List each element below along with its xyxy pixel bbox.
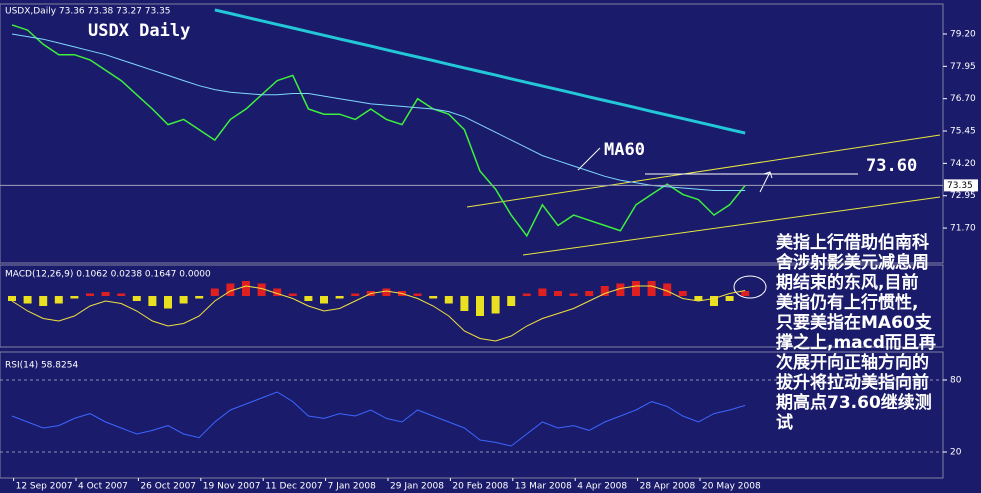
x-tick-label: 19 Nov 2007 [203,482,261,492]
macd-bar [616,283,625,296]
ma60-pointer [577,147,601,171]
y-tick-label: 72.95 [950,191,976,201]
note-line: 舍涉射影美元减息周 [776,252,929,273]
series-line [11,24,746,238]
macd-bar [585,291,594,296]
macd-bar [491,296,500,314]
macd-bar [304,296,313,301]
macd-bar [242,281,250,296]
note-line: 期结束的东风,目前 [776,272,918,293]
macd-bar [226,283,235,296]
y-tick-label: 74.20 [950,159,976,169]
macd-bar [70,296,79,299]
y-tick-label: 76.70 [950,94,976,104]
series-line [11,391,746,447]
x-tick-label: 11 Dec 2007 [265,482,323,492]
macd-panel [0,264,944,348]
macd-bar [179,296,188,304]
x-tick-label: 20 May 2008 [702,482,761,492]
y-tick-label: 71.70 [950,224,976,234]
x-tick-label: 13 Mar 2008 [515,482,572,492]
series-line [214,8,746,135]
macd-bar [554,291,562,296]
x-tick-label: 4 Oct 2007 [78,482,128,492]
macd-bar [460,296,469,311]
macd-bar [101,292,110,296]
macd-bar [351,293,360,296]
macd-bar [476,296,484,316]
x-tick-label: 7 Jan 2008 [328,482,376,492]
macd-bar [195,296,204,299]
macd-bar [335,296,344,299]
macd-bar [132,296,141,301]
macd-bar [288,293,297,296]
macd-bar [522,293,531,296]
macd-bar [429,296,438,299]
series-line [11,33,746,191]
note-line: 美指上行借助伯南科 [776,232,929,253]
macd-bar [54,296,63,304]
x-tick-label: 29 Jan 2008 [390,482,444,492]
macd-bar [663,283,672,296]
x-tick-label: 26 Oct 2007 [140,482,196,492]
macd-bar [725,296,734,301]
macd-bar [8,296,16,301]
x-tick-label: 20 Feb 2008 [452,482,508,492]
macd-bar [210,288,219,296]
macd-bar [507,296,516,306]
rsi-title: RSI(14) 58.8254 [5,361,78,371]
macd-bar [273,288,282,296]
chart-title: USDX Daily [88,21,190,41]
macd-bar [694,296,703,301]
y-tick-label: 75.45 [950,127,976,137]
macd-bar [382,288,391,296]
y-tick-label: 80 [950,376,962,386]
macd-bar [569,293,578,296]
last-price-box [944,179,978,192]
trend-line-lower [522,196,941,256]
macd-bar [444,296,453,304]
last-price-label: 73.35 [947,181,973,191]
note-line: 只要美指在MA60支 [776,312,933,333]
macd-bar [117,293,126,296]
y-tick-label: 20 [950,448,962,458]
x-tick-label: 4 Apr 2008 [577,482,627,492]
price-panel [0,3,944,264]
macd-bar [257,283,266,296]
macd-bar [538,288,547,296]
note-line: 美指仍有上行惯性, [776,292,918,313]
target-label: 73.60 [866,156,917,176]
macd-bar [600,286,609,296]
macd-bar [164,296,172,309]
macd-circle [733,275,767,299]
note-line: 撑之上,macd而且再 [776,332,936,353]
ma60-label: MA60 [604,140,645,160]
y-tick-label: 79.20 [950,29,976,39]
series-line [11,285,746,342]
x-tick-label: 28 Apr 2008 [640,482,696,492]
y-tick-label: 77.95 [950,62,976,72]
macd-bar [413,293,422,296]
macd-bar [39,296,48,306]
trend-line-upper [466,134,941,208]
note-line: 拔升将拉动美指向前 [776,372,929,393]
up-arrow [759,171,773,193]
macd-bar [710,296,718,306]
macd-bar [632,281,640,296]
x-tick-label: 12 Sep 2007 [16,482,73,492]
macd-bar [678,291,687,296]
macd-bar [86,293,94,296]
note-line: 试 [776,413,793,433]
header-label: USDX,Daily 73.36 73.38 73.27 73.35 [5,7,171,17]
macd-bar [647,281,656,296]
rsi-panel [0,351,944,479]
macd-title: MACD(12,26,9) 0.1062 0.0238 0.1647 0.000… [5,270,211,280]
note-line: 次展开向正轴方向的 [776,352,929,373]
macd-bar [23,296,32,304]
macd-bar [148,296,157,306]
macd-bar [741,291,750,296]
note-line: 期高点73.60继续测 [776,392,932,413]
macd-bar [320,296,328,304]
